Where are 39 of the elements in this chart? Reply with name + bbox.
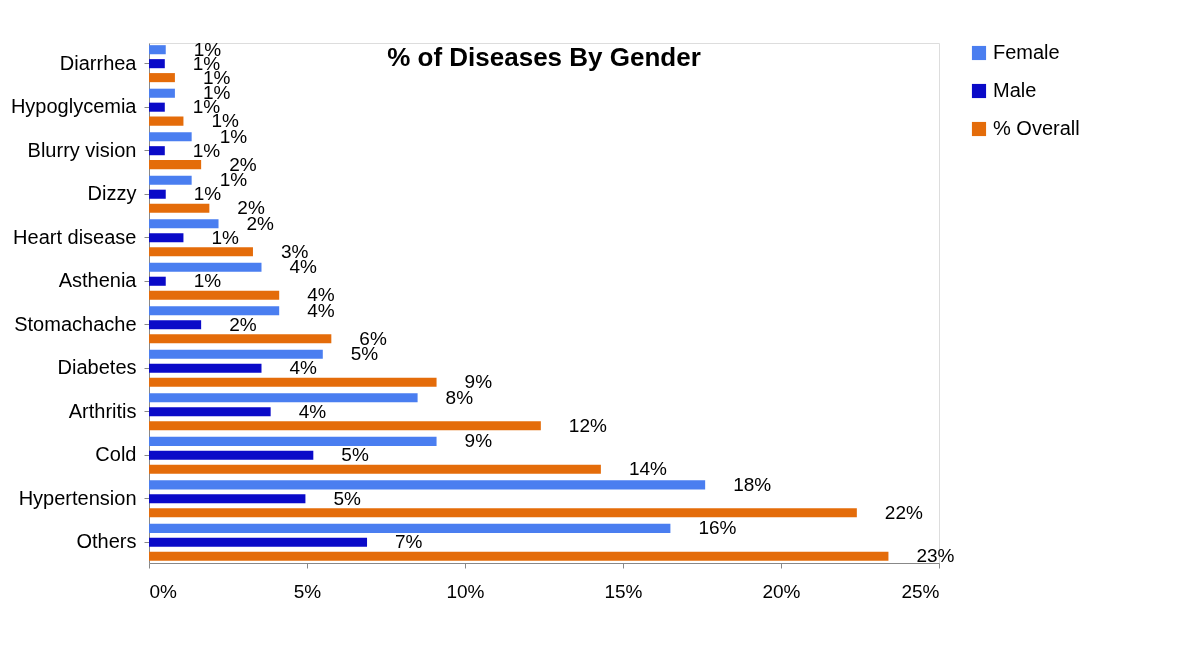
y-tick-label: Hypoglycemia <box>10 95 138 118</box>
legend-label: Male <box>993 79 1037 101</box>
y-tick-label: Cold <box>95 443 137 466</box>
data-label: 18% <box>733 473 772 495</box>
data-label: 1% <box>193 270 222 292</box>
x-tick-label: 5% <box>293 580 322 602</box>
data-label: 1% <box>193 183 222 205</box>
chart-title: % of Diseases By Gender <box>387 41 701 72</box>
y-tick-label: Diarrhea <box>59 51 138 74</box>
x-tick-label: 10% <box>446 580 485 602</box>
data-label: 2% <box>229 313 257 335</box>
x-tick-label: 20% <box>762 580 801 602</box>
data-label: 4% <box>298 400 327 422</box>
data-label: 12% <box>568 414 607 436</box>
y-tick-label: Hypertension <box>18 486 137 509</box>
legend-label: Female <box>993 41 1060 63</box>
data-label: 1% <box>211 226 240 248</box>
data-label: 5% <box>341 444 369 466</box>
data-label: 1% <box>192 139 221 161</box>
data-label: 5% <box>333 487 361 509</box>
data-label: 9% <box>464 430 493 452</box>
data-label: 4% <box>289 357 318 379</box>
y-tick-label: Arthritis <box>68 399 137 422</box>
legend-label: % Overall <box>993 117 1080 139</box>
data-label: 22% <box>884 501 923 523</box>
data-label: 14% <box>628 458 668 480</box>
y-tick-label: Blurry vision <box>27 138 137 161</box>
data-label: 7% <box>395 531 423 553</box>
x-tick-label: 25% <box>901 580 940 602</box>
data-label: 16% <box>698 517 737 539</box>
y-tick-label: Heart disease <box>13 225 137 248</box>
y-tick-label: Stomachache <box>14 312 137 335</box>
y-tick-label: Dizzy <box>87 182 137 205</box>
y-tick-label: Asthenia <box>58 269 138 292</box>
data-label: 23% <box>916 545 955 567</box>
y-tick-label: Diabetes <box>57 356 137 379</box>
x-tick-label: 0% <box>149 580 178 602</box>
x-tick-label: 15% <box>604 580 643 602</box>
y-tick-label: Others <box>76 530 137 553</box>
